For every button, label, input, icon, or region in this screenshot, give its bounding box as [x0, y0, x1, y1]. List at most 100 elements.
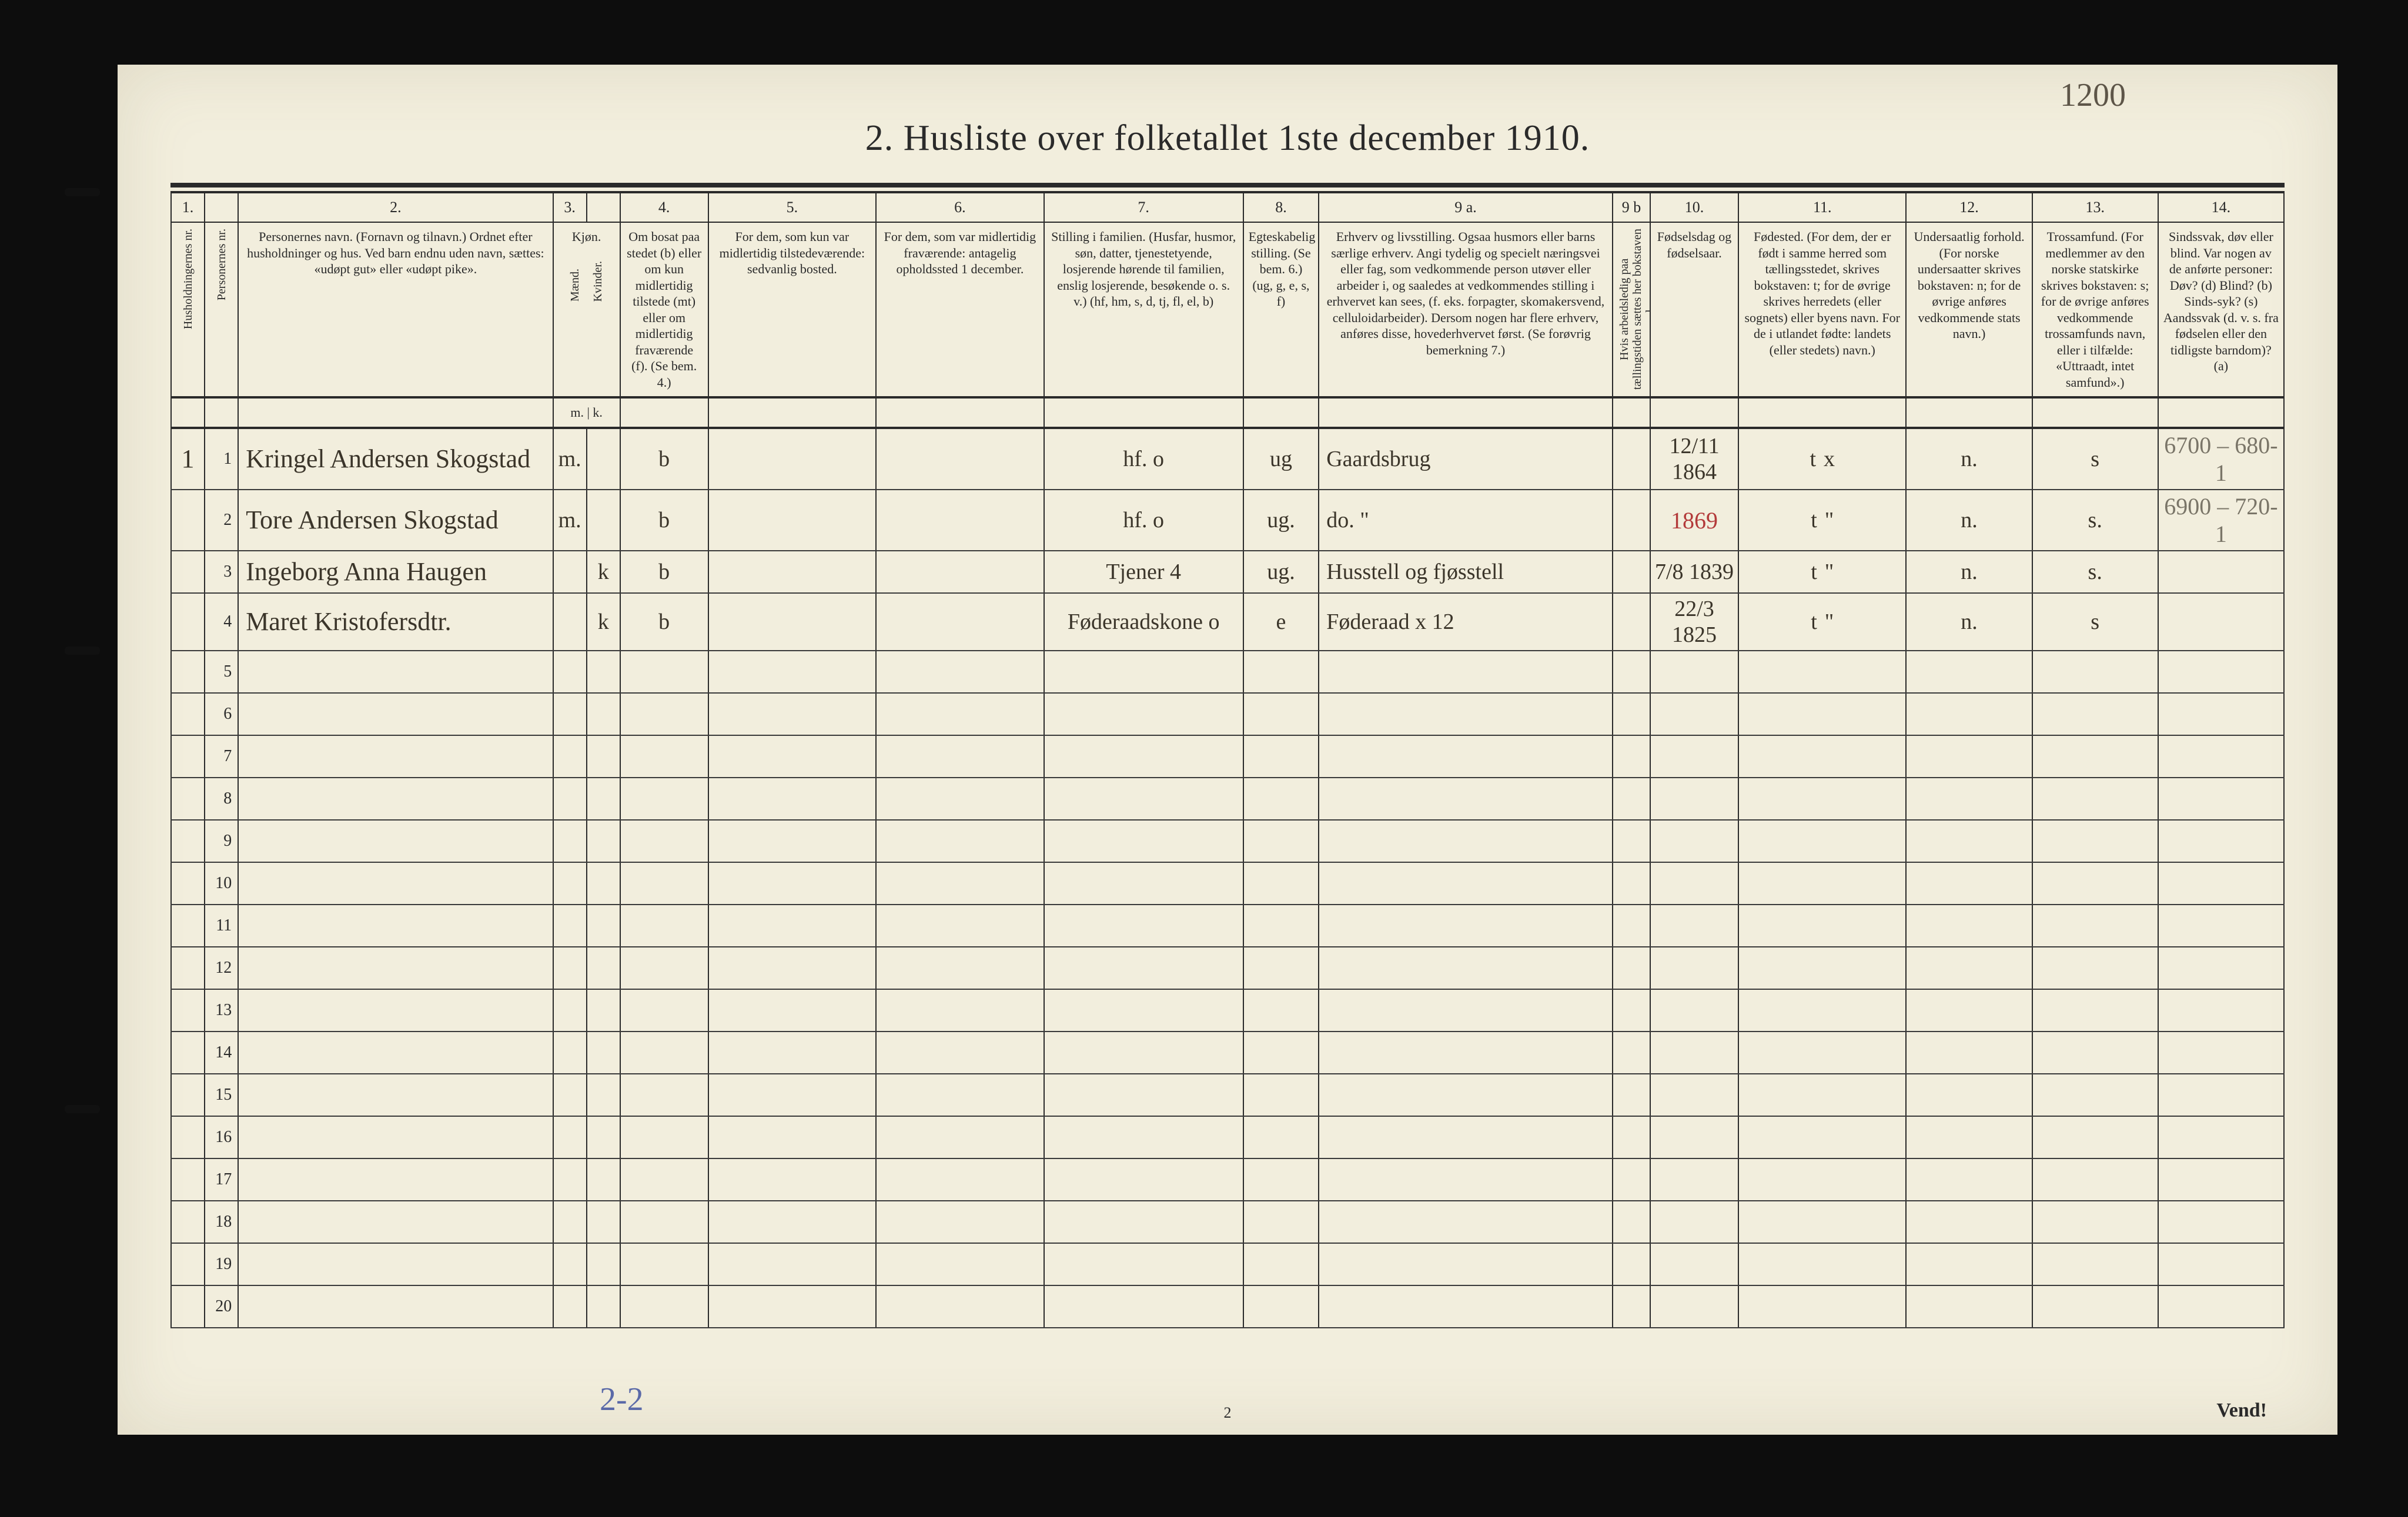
cell-blank — [1906, 989, 2032, 1032]
cell-blank — [620, 820, 708, 862]
cell-household-no — [171, 947, 205, 989]
table-row: 5 — [171, 651, 2284, 693]
cell-blank — [620, 947, 708, 989]
cell-blank — [1738, 947, 1907, 989]
cell-person-no: 20 — [205, 1285, 238, 1328]
cell-sex-k — [587, 490, 620, 551]
cell-blank — [2158, 1243, 2284, 1285]
cell-blank — [2158, 1116, 2284, 1158]
cell-occupation: do. " — [1319, 490, 1613, 551]
cell-sex-m — [553, 593, 587, 651]
cell-blank — [876, 693, 1044, 735]
cell-blank — [553, 1032, 587, 1074]
cell-marital: ug. — [1243, 551, 1319, 593]
colnum: 11. — [1738, 192, 1907, 222]
cell-blank — [876, 862, 1044, 905]
cell-blank — [1613, 693, 1650, 735]
hdr-birthplace: Fødested. (For dem, der er født i samme … — [1738, 222, 1907, 397]
cell-blank — [1319, 1243, 1613, 1285]
table-row: 7 — [171, 735, 2284, 778]
subhdr — [1613, 397, 1650, 428]
cell-blank — [1319, 1201, 1613, 1243]
cell-blank — [1243, 1243, 1319, 1285]
hdr-temp-present: For dem, som kun var midlertidig tilsted… — [708, 222, 877, 397]
cell-blank — [1650, 735, 1738, 778]
cell-blank — [1044, 862, 1243, 905]
cell-blank — [587, 1243, 620, 1285]
cell-blank — [1243, 693, 1319, 735]
cell-blank — [1613, 735, 1650, 778]
ledger-page: 1200 2. Husliste over folketallet 1ste d… — [118, 65, 2337, 1435]
cell-blank — [1243, 989, 1319, 1032]
cell-person-no: 4 — [205, 593, 238, 651]
cell-nationality: n. — [1906, 551, 2032, 593]
cell-blank — [708, 1201, 877, 1243]
cell-blank — [708, 735, 877, 778]
cell-blank — [1906, 1074, 2032, 1116]
cell-blank — [708, 1074, 877, 1116]
cell-blank — [2032, 735, 2158, 778]
cell-blank — [1319, 693, 1613, 735]
cell-blank — [876, 1158, 1044, 1201]
cell-blank — [587, 820, 620, 862]
cell-sex-m — [553, 551, 587, 593]
cell-blank — [1738, 778, 1907, 820]
cell-birthplace: t x — [1738, 428, 1907, 490]
cell-blank — [238, 1032, 553, 1074]
cell-unemployed — [1613, 428, 1650, 490]
cell-blank — [1738, 1116, 1907, 1158]
cell-blank — [553, 905, 587, 947]
cell-blank — [238, 651, 553, 693]
cell-birthplace: t " — [1738, 593, 1907, 651]
cell-blank — [587, 1158, 620, 1201]
hdr-religion: Trossamfund. (For medlemmer av den norsk… — [2032, 222, 2158, 397]
cell-household-no — [171, 593, 205, 651]
cell-blank — [2032, 989, 2158, 1032]
cell-blank — [1319, 1285, 1613, 1328]
cell-blank — [1650, 947, 1738, 989]
cell-blank — [1906, 1032, 2032, 1074]
cell-blank — [1613, 778, 1650, 820]
cell-blank — [1906, 693, 2032, 735]
cell-residence: b — [620, 551, 708, 593]
hdr-temp-absent: For dem, som var midlertidig fraværende:… — [876, 222, 1044, 397]
cell-blank — [238, 1074, 553, 1116]
cell-residence: b — [620, 593, 708, 651]
subhdr — [1738, 397, 1907, 428]
cell-nationality: n. — [1906, 593, 2032, 651]
cell-blank — [2032, 693, 2158, 735]
cell-blank — [1650, 1032, 1738, 1074]
cell-disability: 6700 – 680-1 — [2158, 428, 2284, 490]
cell-blank — [1044, 1243, 1243, 1285]
cell-blank — [1613, 1074, 1650, 1116]
cell-religion: s. — [2032, 551, 2158, 593]
cell-blank — [620, 1158, 708, 1201]
cell-blank — [620, 905, 708, 947]
cell-blank — [708, 1243, 877, 1285]
scan-frame: 1200 2. Husliste over folketallet 1ste d… — [0, 0, 2408, 1517]
cell-blank — [1650, 1201, 1738, 1243]
cell-blank — [1044, 778, 1243, 820]
cell-blank — [587, 947, 620, 989]
cell-disability — [2158, 551, 2284, 593]
cell-blank — [2158, 1032, 2284, 1074]
cell-blank — [587, 862, 620, 905]
table-row: 3Ingeborg Anna HaugenkbTjener 4ug.Husste… — [171, 551, 2284, 593]
cell-occupation: Føderaad x 12 — [1319, 593, 1613, 651]
cell-household-no — [171, 1158, 205, 1201]
cell-household-no — [171, 1116, 205, 1158]
subhdr — [620, 397, 708, 428]
cell-blank — [2158, 947, 2284, 989]
cell-blank — [553, 989, 587, 1032]
cell-blank — [1044, 989, 1243, 1032]
cell-blank — [1738, 651, 1907, 693]
cell-blank — [876, 1243, 1044, 1285]
cell-blank — [1243, 1158, 1319, 1201]
cell-nationality: n. — [1906, 428, 2032, 490]
cell-blank — [620, 989, 708, 1032]
table-row: 15 — [171, 1074, 2284, 1116]
colnum — [205, 192, 238, 222]
cell-blank — [2158, 862, 2284, 905]
cell-blank — [587, 905, 620, 947]
colnum: 7. — [1044, 192, 1243, 222]
